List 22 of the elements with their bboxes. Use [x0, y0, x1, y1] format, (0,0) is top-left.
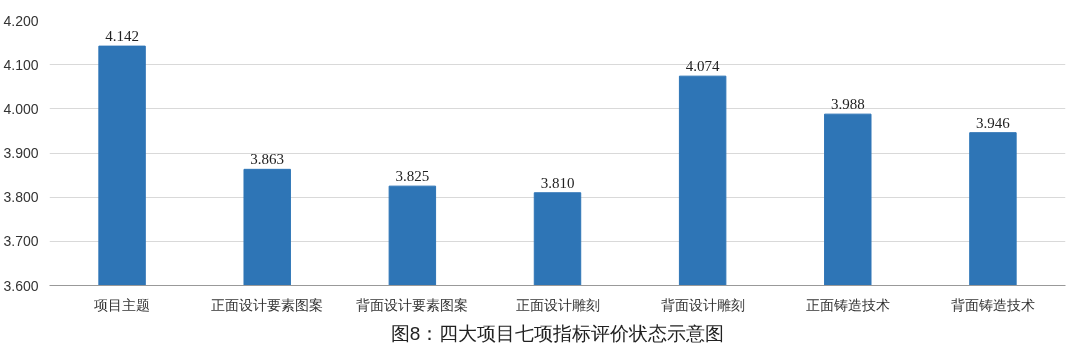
data-label: 3.863: [250, 151, 285, 168]
data-label: 4.074: [685, 58, 721, 75]
x-tick-label: 背面铸造技术: [950, 296, 1035, 313]
x-tick-label: 背面设计要素图案: [356, 296, 469, 313]
data-label: 3.810: [540, 174, 575, 191]
data-label: 3.825: [395, 168, 430, 185]
x-tick-label: 正面设计雕刻: [515, 296, 600, 313]
x-tick-label: 正面铸造技术: [805, 296, 890, 313]
x-tick-label: 正面设计要素图案: [211, 296, 324, 313]
data-label: 3.988: [830, 96, 865, 113]
text: 图8：四大项目七项指标评价状态示意图: [390, 322, 725, 344]
y-tick-label: 3.700: [3, 233, 39, 250]
data-label: 3.946: [976, 114, 1011, 131]
y-tick-label: 4.100: [3, 56, 39, 73]
y-tick-label: 3.900: [3, 145, 39, 161]
data-label: 4.142: [105, 28, 139, 45]
x-tick-label: 背面设计雕刻: [660, 296, 745, 313]
y-tick-label: 3.600: [3, 277, 39, 294]
y-tick-label: 4.000: [3, 100, 39, 117]
x-tick-label: 项目主题: [94, 296, 151, 313]
y-tick-label: 4.200: [3, 12, 39, 29]
y-tick-label: 3.800: [3, 189, 39, 206]
